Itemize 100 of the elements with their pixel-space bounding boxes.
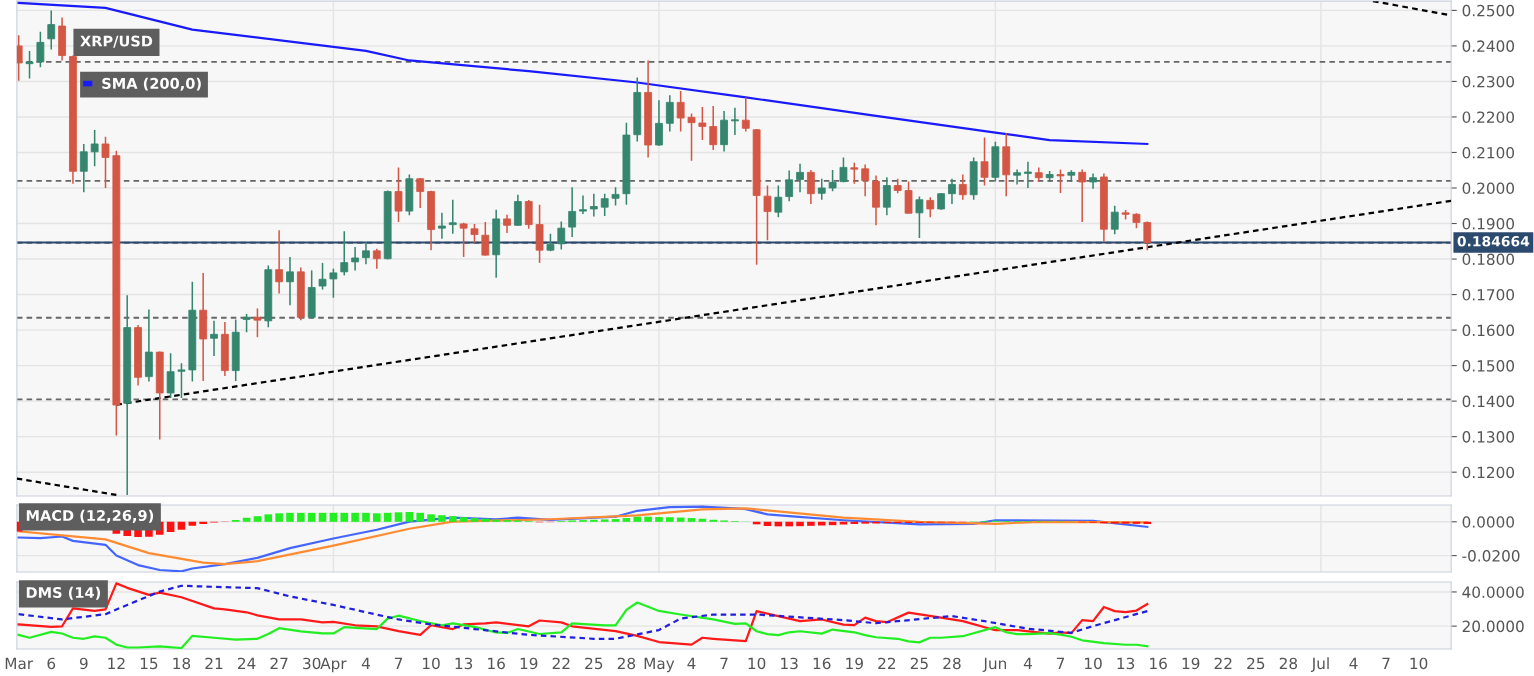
x-tick-label: 25 <box>1247 657 1265 670</box>
candlestick <box>524 199 533 230</box>
legend-label: SMA (200,0) <box>102 77 201 91</box>
candlestick <box>817 177 826 201</box>
candlestick <box>90 129 99 168</box>
bar <box>817 521 826 526</box>
y-tick-label: 0.2300 <box>1462 75 1515 88</box>
x-tick-label: 30 <box>303 657 321 670</box>
x-tick-label: 15 <box>140 657 158 670</box>
bar <box>1132 521 1141 524</box>
y-tick-label: 0.2200 <box>1462 111 1515 123</box>
candlestick <box>731 106 739 136</box>
candlestick <box>275 229 284 295</box>
bar <box>416 512 425 522</box>
bar <box>340 512 349 522</box>
bar <box>785 521 793 527</box>
candlestick <box>394 166 403 223</box>
candlestick <box>79 143 88 194</box>
bar <box>242 517 251 522</box>
candlestick <box>741 96 750 133</box>
candlestick <box>253 307 262 338</box>
bar <box>644 516 652 522</box>
bar <box>481 518 490 522</box>
candlestick <box>882 176 891 217</box>
candlestick <box>687 112 696 162</box>
x-tick-label: 10 <box>423 657 440 670</box>
x-tick-label: May <box>644 657 675 673</box>
candlestick <box>665 94 674 133</box>
candlestick <box>286 256 294 306</box>
y-tick-label: 0.1400 <box>1462 395 1515 408</box>
bar <box>307 512 316 522</box>
y-tick-label: 0.0000 <box>1462 516 1515 528</box>
candlestick <box>503 213 511 234</box>
candlestick <box>416 177 425 209</box>
x-tick-label: 28 <box>1279 657 1298 670</box>
candlestick <box>329 267 338 299</box>
candlestick <box>785 169 794 202</box>
y-tick-label: 0.2100 <box>1462 146 1515 159</box>
line-series <box>17 1 1149 146</box>
bar <box>796 521 804 527</box>
y-tick-label: 0.1800 <box>1462 253 1515 266</box>
x-tick-label: 16 <box>813 657 831 670</box>
candlestick <box>242 313 251 333</box>
bar <box>633 516 642 522</box>
candlestick <box>177 362 186 399</box>
x-tick-label: 4 <box>361 657 370 669</box>
bar <box>687 518 696 522</box>
candlestick <box>828 169 837 192</box>
bar <box>655 517 663 522</box>
bar <box>177 521 186 530</box>
candlestick <box>1143 220 1152 251</box>
candlestick <box>481 221 490 257</box>
x-tick-label: 6 <box>47 657 56 670</box>
candlestick <box>698 106 707 141</box>
y-tick-label: -0.0200 <box>1462 550 1520 562</box>
x-tick-label: Mar <box>5 657 34 670</box>
candlestick <box>470 223 479 244</box>
x-tick-label: 7 <box>1056 657 1065 669</box>
bar <box>275 513 283 522</box>
y-tick-label: 0.1500 <box>1462 360 1515 372</box>
x-tick-label: 13 <box>1117 657 1135 670</box>
x-tick-label: Apr <box>320 657 347 673</box>
bar <box>394 512 403 522</box>
x-tick-label: 13 <box>781 657 798 670</box>
x-tick-label: 25 <box>585 657 603 670</box>
x-tick-label: 10 <box>748 657 766 670</box>
bar <box>329 512 338 522</box>
bar <box>318 512 327 522</box>
bar <box>807 521 815 526</box>
candlestick <box>774 184 783 218</box>
candlestick <box>676 90 685 133</box>
x-tick-label: 21 <box>205 657 223 669</box>
bar <box>351 512 359 522</box>
candlestick <box>579 194 587 215</box>
candlestick <box>915 195 924 239</box>
candlestick <box>16 34 23 82</box>
candlestick <box>904 180 913 215</box>
bar <box>448 516 457 522</box>
text: XRP/USD <box>80 35 153 48</box>
candlestick <box>101 136 110 189</box>
bar <box>492 519 500 522</box>
candlestick <box>351 246 359 272</box>
candlestick <box>980 136 989 187</box>
y-tick-label: 0.2000 <box>1462 182 1515 195</box>
candlestick <box>600 192 609 217</box>
bar <box>383 512 392 522</box>
candlestick <box>850 162 859 185</box>
y-tick-label: 0.2400 <box>1462 40 1515 52</box>
candlestick <box>655 99 663 147</box>
candlestick <box>438 212 446 240</box>
bar <box>373 513 381 522</box>
candlestick <box>459 222 468 258</box>
y-tick-label: 0.1900 <box>1462 217 1515 230</box>
bar <box>666 517 674 522</box>
candlestick <box>318 262 327 291</box>
candlestick <box>926 196 935 218</box>
bar <box>850 521 859 524</box>
x-tick-label: 28 <box>943 657 961 670</box>
y-tick-label: 20.0000 <box>1462 620 1524 633</box>
y-tick-label: 0.2500 <box>1462 4 1515 17</box>
